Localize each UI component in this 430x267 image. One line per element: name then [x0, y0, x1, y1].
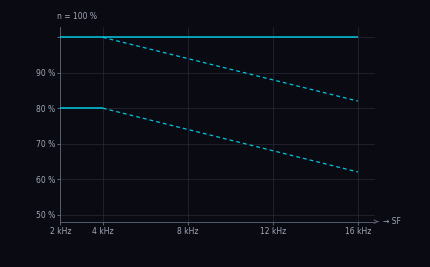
- Text: → SF: → SF: [382, 217, 400, 226]
- Text: n = 100 %: n = 100 %: [57, 12, 97, 21]
